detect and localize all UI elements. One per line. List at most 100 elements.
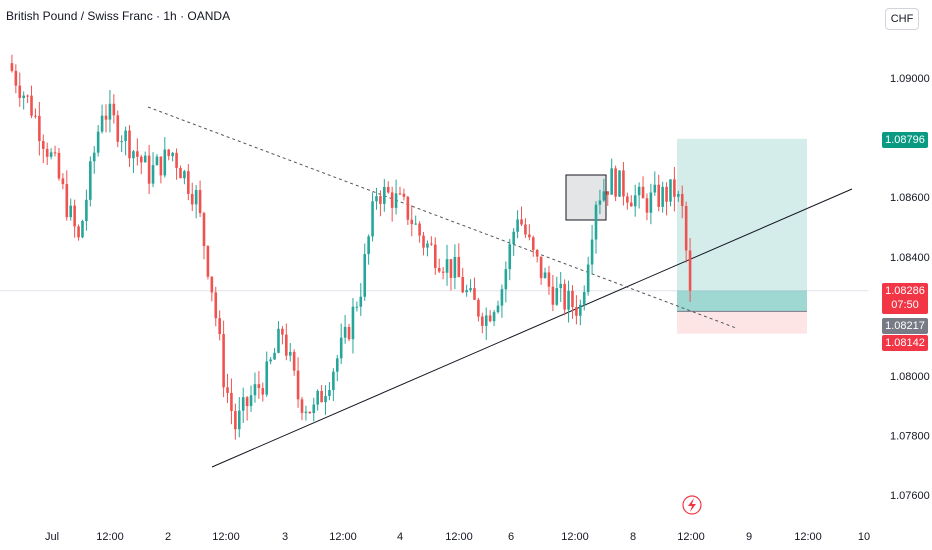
candle-body: [626, 196, 629, 203]
candle: [73, 199, 76, 238]
candle-body: [237, 410, 241, 430]
candle-body: [120, 141, 123, 143]
candle-body: [100, 115, 104, 132]
candle: [269, 357, 272, 365]
candle-body: [606, 191, 610, 195]
target-zone: [677, 138, 807, 312]
candle-body: [147, 155, 151, 184]
candle: [508, 238, 512, 281]
time-tick-label: 4: [397, 531, 403, 543]
candle-body: [206, 246, 210, 277]
time-axis[interactable]: Jul 12:00 2 12:00 3 12:00 4 12:00 6 12:00 8 12:00 9 1…: [45, 531, 870, 543]
candle-body: [418, 223, 421, 236]
candle: [230, 378, 233, 425]
candle-body: [524, 224, 527, 235]
time-tick-label: 8: [630, 531, 636, 543]
candle: [108, 89, 112, 133]
candle: [206, 245, 210, 280]
candle-body: [437, 267, 441, 272]
candle: [582, 285, 586, 311]
candle: [324, 385, 327, 415]
candle-body: [269, 359, 272, 362]
candle-body: [563, 283, 566, 310]
time-tick-label: 12:00: [561, 531, 589, 543]
countdown-timer: 07:50: [891, 299, 919, 311]
candle-body: [641, 186, 645, 199]
candle: [528, 224, 531, 241]
price-tick-label: 1.08000: [890, 371, 930, 383]
candle-body: [139, 156, 143, 163]
candle-body: [492, 312, 496, 322]
candle-body: [175, 152, 178, 168]
candle-body: [116, 115, 120, 142]
candle: [645, 193, 649, 221]
candle: [520, 206, 523, 227]
candle-body: [324, 396, 327, 403]
candle-body: [618, 170, 621, 197]
profit-fill: [677, 290, 807, 312]
candle-body: [673, 179, 676, 197]
price-axis[interactable]: 1.09000 1.08600 1.08400 1.08000 1.07800 1.076…: [890, 73, 930, 502]
candle: [469, 279, 472, 293]
candle-body: [508, 244, 512, 270]
alert-icon[interactable]: [682, 495, 702, 515]
candle: [586, 256, 590, 296]
candle-body: [155, 156, 159, 166]
candle: [367, 234, 370, 265]
candle-body: [222, 334, 225, 388]
target-price-tag: 1.08796: [882, 132, 928, 148]
time-tick-label: Jul: [45, 531, 59, 543]
candle-body: [328, 390, 331, 397]
candle-body: [649, 192, 653, 213]
candle: [296, 357, 300, 408]
candle: [535, 249, 539, 263]
price-tick-label: 1.07600: [890, 490, 930, 502]
candle: [65, 170, 69, 221]
candle: [394, 179, 398, 215]
candle: [500, 284, 504, 318]
candle-body: [394, 193, 398, 208]
currency-button[interactable]: CHF: [885, 8, 919, 30]
candle: [406, 196, 410, 225]
candle-body: [661, 186, 664, 207]
candle: [300, 396, 304, 421]
candle: [355, 301, 359, 312]
candle-body: [386, 186, 390, 193]
candle: [147, 145, 151, 195]
candle: [516, 210, 519, 239]
candle: [320, 385, 323, 403]
candle: [234, 403, 237, 440]
candle: [143, 151, 147, 163]
candle: [316, 389, 319, 411]
candle: [92, 146, 96, 174]
candle-body: [535, 250, 539, 257]
candle: [398, 186, 402, 196]
candle: [26, 94, 29, 104]
candle-body: [198, 190, 202, 214]
candle-body: [18, 85, 22, 99]
candle: [477, 297, 480, 322]
candle-body: [488, 315, 492, 322]
candle-body: [457, 256, 461, 278]
candle: [383, 179, 386, 212]
candle-body: [132, 151, 135, 159]
candle: [136, 138, 139, 166]
candle-body: [281, 328, 284, 335]
candle-body: [398, 193, 402, 195]
candle: [198, 180, 202, 218]
candle-body: [96, 131, 100, 153]
price-tick-label: 1.08600: [890, 192, 930, 204]
candle: [273, 348, 276, 360]
candle: [112, 94, 116, 124]
price-tick-label: 1.08400: [890, 252, 930, 264]
candle: [339, 323, 343, 365]
candle-body: [406, 196, 410, 220]
candle-body: [445, 259, 449, 273]
candle-body: [53, 152, 57, 154]
candle: [288, 343, 292, 362]
candle: [437, 258, 441, 274]
candle: [496, 300, 500, 314]
candle-body: [430, 243, 433, 245]
candle: [30, 85, 33, 119]
